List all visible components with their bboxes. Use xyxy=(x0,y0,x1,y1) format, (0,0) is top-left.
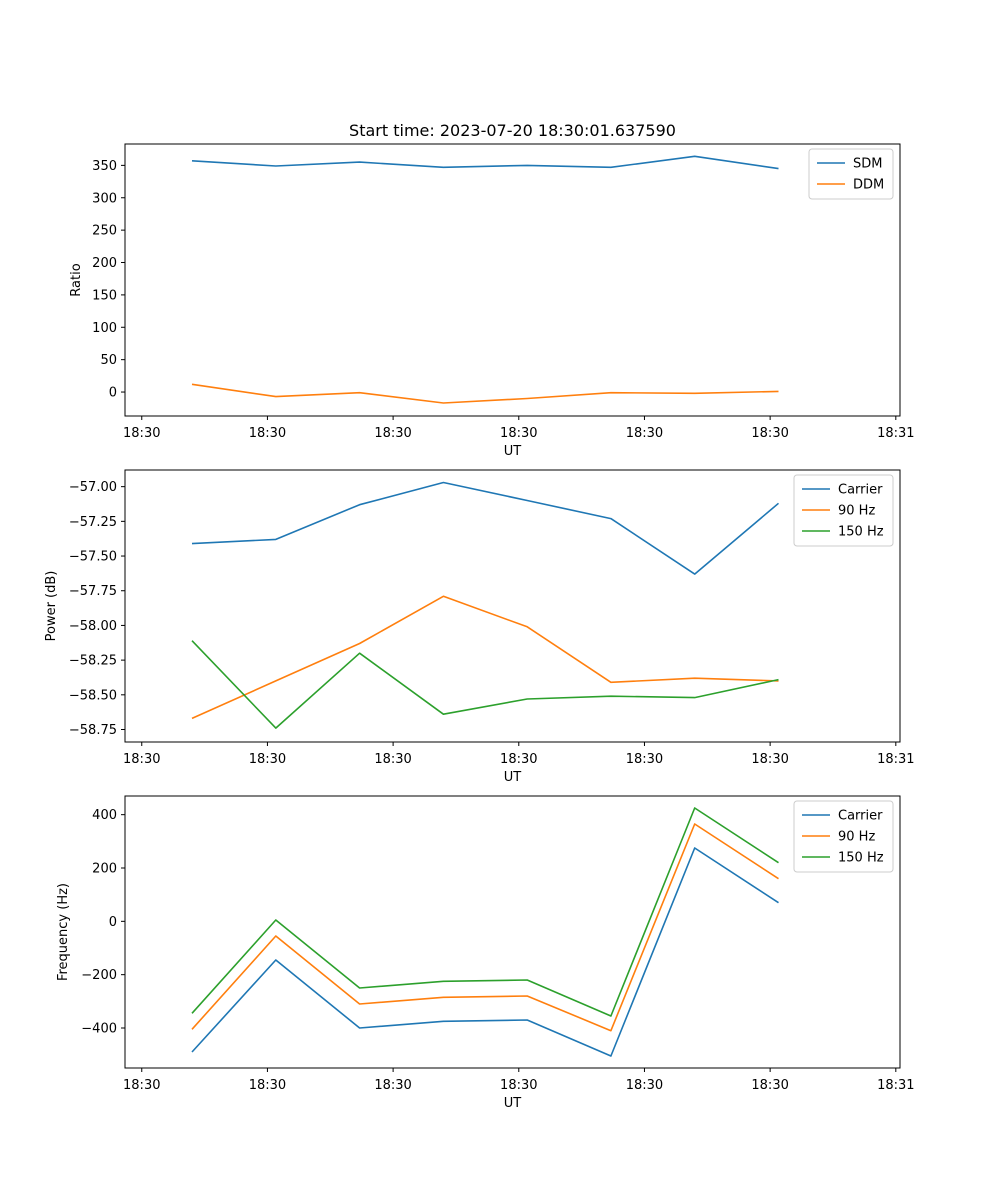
axes-frame xyxy=(124,469,901,743)
chart-panel-1: 18:30 18:30 18:30 18:30 18:30 18:30 18:31 0 50 10… xyxy=(69,143,915,459)
legend-entry-label: 150 Hz xyxy=(838,851,884,866)
legend-entry-label: 90 Hz xyxy=(838,830,875,845)
y-tick-label: 400 xyxy=(92,808,117,823)
y-tick-label: −57.25 xyxy=(69,515,117,530)
legend-entry-label: Carrier xyxy=(838,483,883,498)
legend-entry-label: DDM xyxy=(853,178,884,193)
x-tick-label: 18:30 xyxy=(500,426,537,441)
x-tick-label: 18:30 xyxy=(374,1078,411,1093)
y-tick-label: −57.00 xyxy=(69,480,117,495)
y-tick-label: −400 xyxy=(81,1022,117,1037)
axes-frame xyxy=(124,795,901,1069)
x-tick-label: 18:30 xyxy=(626,752,663,767)
x-tick-label: 18:30 xyxy=(249,426,286,441)
series-line-90-hz xyxy=(191,595,779,720)
x-tick-label: 18:30 xyxy=(374,426,411,441)
x-tick-label: 18:30 xyxy=(374,752,411,767)
legend-entry-label: Carrier xyxy=(838,809,883,824)
y-axis-label: Ratio xyxy=(69,263,84,296)
legend-entry-label: 150 Hz xyxy=(838,525,884,540)
y-tick-label: 50 xyxy=(100,353,117,368)
x-axis-label: UT xyxy=(504,444,522,459)
series-line-150-hz xyxy=(191,640,779,729)
y-tick-label: −58.25 xyxy=(69,654,117,669)
y-tick-label: 350 xyxy=(92,159,117,174)
y-tick-label: 300 xyxy=(92,191,117,206)
x-tick-label: 18:30 xyxy=(751,426,788,441)
series-line-carrier xyxy=(191,481,780,575)
legend-box xyxy=(793,800,894,873)
series-line-90-hz xyxy=(191,823,779,1032)
chart-panel-3: 18:30 18:30 18:30 18:30 18:30 18:30 18:31 400 20… xyxy=(56,795,915,1111)
legend: SDM DDM xyxy=(808,148,894,200)
y-tick-label: 250 xyxy=(92,224,117,239)
x-tick-label: 18:30 xyxy=(751,1078,788,1093)
y-tick-label: −58.00 xyxy=(69,619,117,634)
y-tick-label: 100 xyxy=(92,321,117,336)
y-tick-label: −57.75 xyxy=(69,584,117,599)
x-tick-label: 18:30 xyxy=(626,1078,663,1093)
axes-frame xyxy=(124,143,901,417)
x-tick-label: 18:30 xyxy=(500,1078,537,1093)
chart-title: Start time: 2023-07-20 18:30:01.637590 xyxy=(349,121,676,140)
series-line-sdm xyxy=(191,155,779,170)
x-tick-label: 18:30 xyxy=(751,752,788,767)
y-axis-label: Frequency (Hz) xyxy=(56,883,71,981)
legend-box xyxy=(808,148,894,200)
chart-panel-2: 18:30 18:30 18:30 18:30 18:30 18:30 18:31 −57.0… xyxy=(44,469,915,785)
x-axis-label: UT xyxy=(504,770,522,785)
y-tick-label: −200 xyxy=(81,968,117,983)
y-tick-label: 0 xyxy=(109,915,117,930)
x-tick-label: 18:31 xyxy=(877,426,914,441)
x-tick-label: 18:30 xyxy=(249,752,286,767)
y-axis-label: Power (dB) xyxy=(44,571,59,642)
y-tick-label: −58.50 xyxy=(69,688,117,703)
y-tick-label: 150 xyxy=(92,288,117,303)
x-tick-label: 18:30 xyxy=(500,752,537,767)
panels: 18:30 18:30 18:30 18:30 18:30 18:30 18:31 0 50 10… xyxy=(44,143,915,1111)
x-tick-label: 18:30 xyxy=(249,1078,286,1093)
x-tick-label: 18:30 xyxy=(123,752,160,767)
x-tick-label: 18:31 xyxy=(877,1078,914,1093)
x-tick-label: 18:30 xyxy=(123,426,160,441)
y-tick-label: 0 xyxy=(109,386,117,401)
legend: Carrier 90 Hz 150 Hz xyxy=(793,800,894,873)
x-tick-label: 18:30 xyxy=(626,426,663,441)
y-tick-label: −58.75 xyxy=(69,723,117,738)
x-tick-label: 18:30 xyxy=(123,1078,160,1093)
y-tick-label: 200 xyxy=(92,256,117,271)
series-line-150-hz xyxy=(191,807,779,1017)
legend-entry-label: 90 Hz xyxy=(838,504,875,519)
y-tick-label: −57.50 xyxy=(69,550,117,565)
series-line-carrier xyxy=(191,847,779,1057)
legend-entry-label: SDM xyxy=(853,157,882,172)
y-tick-label: 200 xyxy=(92,862,117,877)
x-tick-label: 18:31 xyxy=(877,752,914,767)
x-axis-label: UT xyxy=(504,1096,522,1111)
legend-box xyxy=(793,474,894,547)
series-line-ddm xyxy=(191,383,779,404)
legend: Carrier 90 Hz 150 Hz xyxy=(793,474,894,547)
